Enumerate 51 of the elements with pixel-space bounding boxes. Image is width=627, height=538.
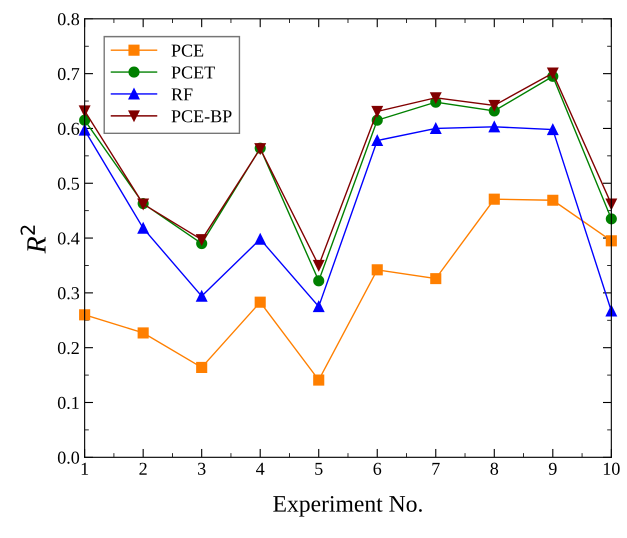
point	[547, 124, 558, 136]
x-tick-label: 3	[198, 462, 206, 475]
y-axis-title: R$^{2}$	[20, 226, 46, 254]
point	[254, 234, 266, 245]
point	[606, 235, 617, 246]
x-tick-label: 2	[139, 462, 147, 475]
point	[196, 290, 208, 302]
point	[313, 301, 324, 312]
x-tick-label: 8	[490, 462, 498, 475]
y-tick-label: 0.8	[58, 13, 80, 26]
point	[138, 327, 149, 338]
point	[372, 134, 383, 146]
legend-label: RF	[172, 88, 192, 100]
x-tick-label: 7	[432, 462, 440, 475]
legend-label: PCET	[172, 66, 215, 79]
y-tick-label: 0.7	[58, 68, 80, 80]
point	[79, 309, 90, 320]
y-tick-label: 0.3	[58, 287, 80, 300]
point	[488, 121, 500, 132]
point	[196, 362, 208, 373]
x-tick-label: 4	[256, 462, 264, 475]
point	[606, 213, 617, 224]
point	[254, 296, 266, 308]
point	[430, 273, 442, 284]
x-tick-label: 1	[82, 462, 88, 475]
x-tick-label: 5	[315, 462, 323, 475]
point	[313, 374, 324, 386]
x-axis-title: Experiment No.	[273, 496, 422, 517]
point	[372, 106, 383, 118]
y-tick-label: 0.5	[58, 178, 80, 190]
x-tick-label: 9	[548, 462, 557, 475]
x-tick-label: 10	[604, 462, 620, 475]
point	[313, 260, 324, 272]
x-tick-label: 6	[374, 462, 382, 475]
point	[430, 92, 442, 104]
point	[547, 194, 558, 206]
point	[313, 275, 324, 286]
point	[488, 100, 500, 111]
legend-label: PCE	[172, 44, 204, 57]
point	[488, 194, 500, 205]
y-tick-label: 0.6	[58, 122, 80, 135]
point	[547, 68, 558, 79]
y-tick-label: 0.0	[58, 452, 80, 464]
y-tick-label: 0.4	[58, 232, 80, 245]
point	[430, 122, 442, 134]
point	[196, 234, 208, 246]
y-tick-label: 0.2	[58, 342, 79, 354]
legend-label: PCE-BP	[172, 110, 232, 122]
y-tick-label: 0.1	[58, 396, 79, 410]
point	[138, 222, 149, 234]
point	[372, 264, 383, 276]
